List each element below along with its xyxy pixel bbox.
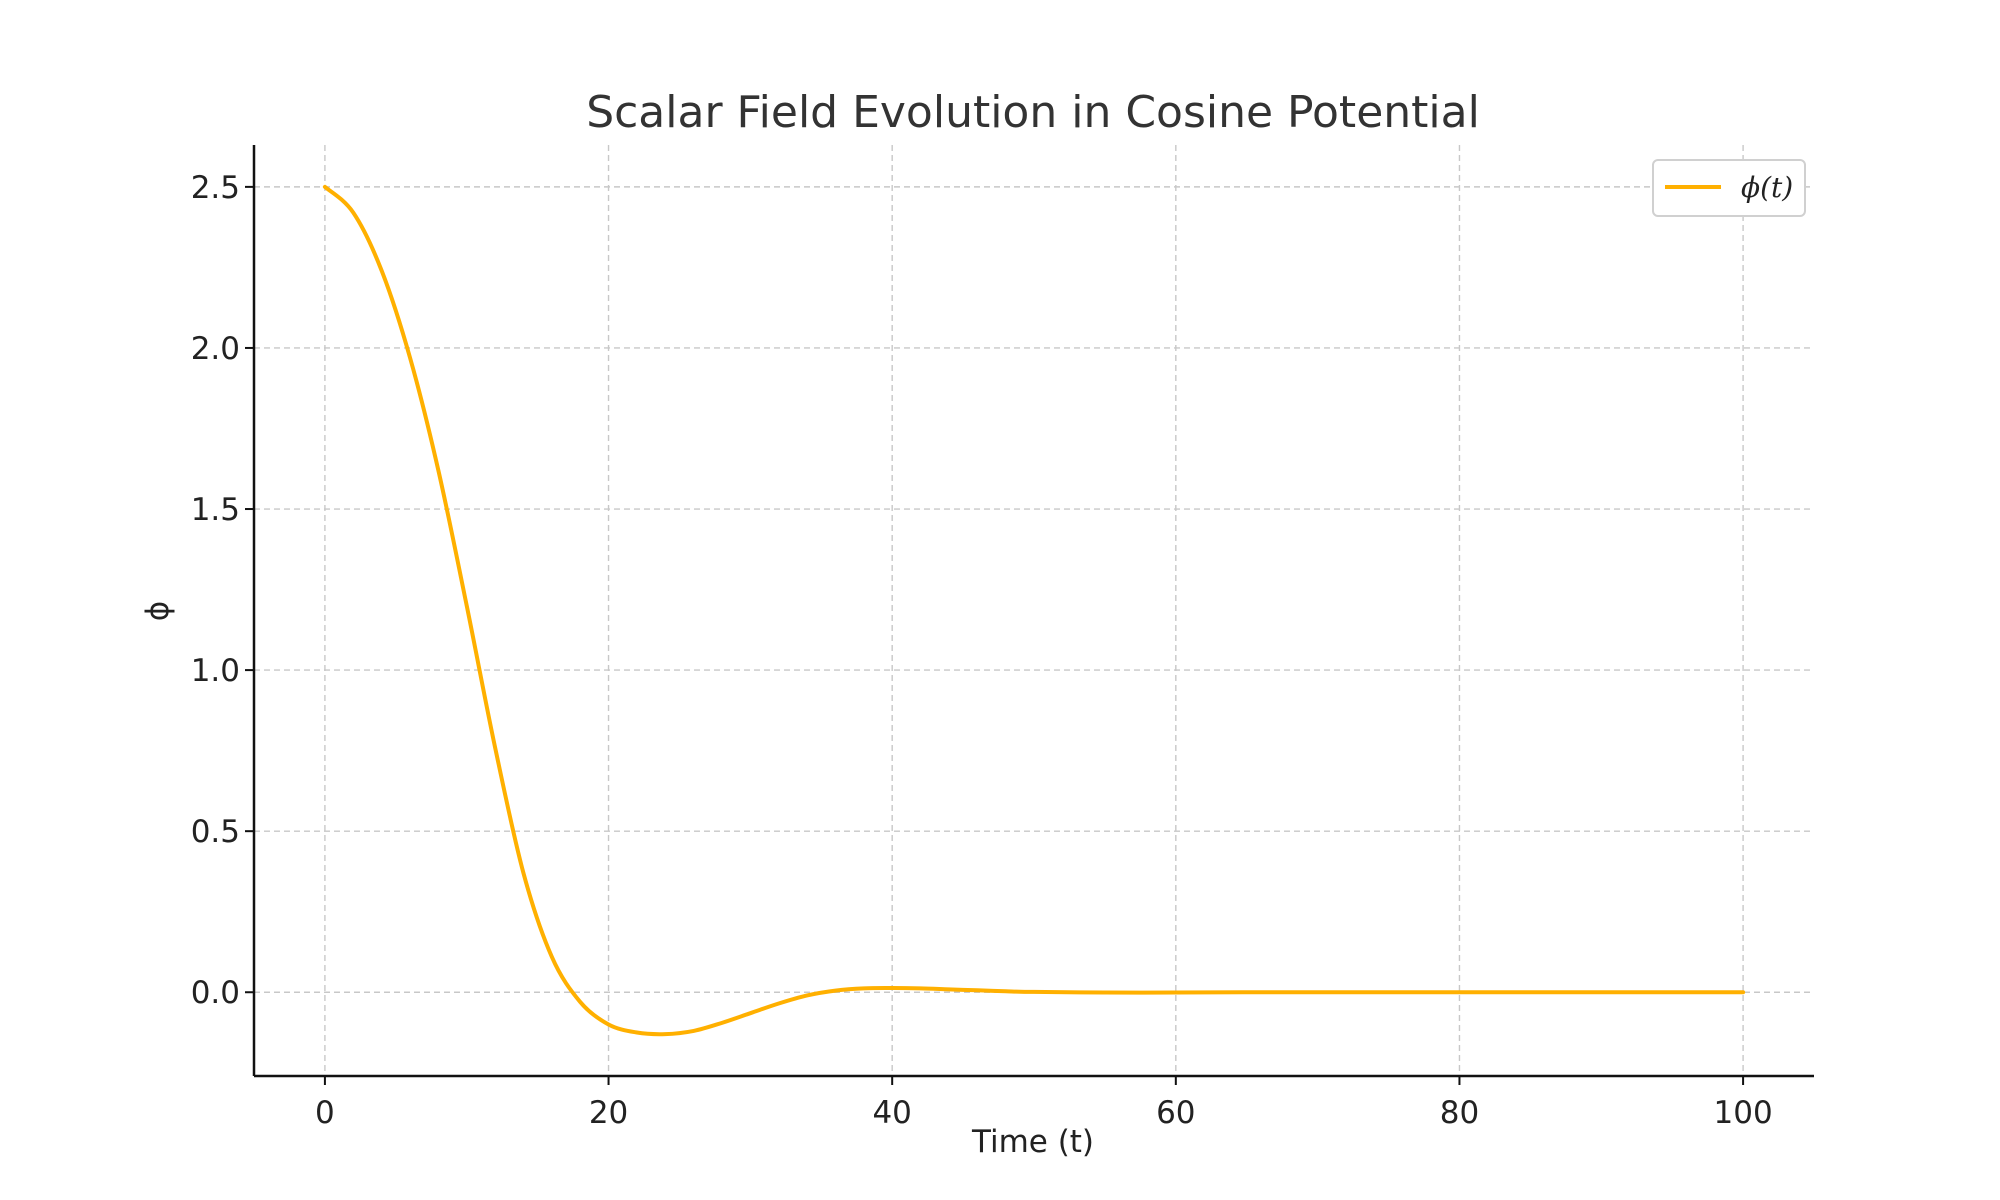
y-tick-label: 2.5 bbox=[191, 170, 240, 206]
axes bbox=[252, 145, 1814, 1078]
legend-label: ϕ(t) bbox=[1741, 171, 1793, 204]
y-axis-label: ϕ bbox=[140, 601, 176, 621]
chart-title: Scalar Field Evolution in Cosine Potenti… bbox=[586, 87, 1480, 138]
x-axis-label: Time (t) bbox=[971, 1124, 1094, 1160]
y-tick-label: 2.0 bbox=[191, 331, 240, 367]
legend-box bbox=[1652, 159, 1806, 217]
x-tick-label: 100 bbox=[1714, 1095, 1773, 1131]
x-tick-label: 0 bbox=[315, 1095, 335, 1131]
y-tick-label: 1.0 bbox=[191, 653, 240, 689]
x-tick-label: 20 bbox=[589, 1095, 628, 1131]
series-line bbox=[322, 184, 1746, 1037]
x-tick-label: 40 bbox=[872, 1095, 911, 1131]
y-tick-label: 1.5 bbox=[191, 492, 240, 528]
x-tick-label: 80 bbox=[1440, 1095, 1479, 1131]
y-tick-label: 0.0 bbox=[191, 975, 240, 1011]
ticks: 0 20 40 60 80 100 0.0 0.5 1.0 1.5 2.0 2.5 bbox=[191, 170, 1773, 1131]
x-tick-label: 60 bbox=[1156, 1095, 1195, 1131]
legend: ϕ(t) bbox=[1652, 159, 1806, 217]
y-tick-label: 0.5 bbox=[191, 814, 240, 850]
grid bbox=[254, 145, 1814, 1076]
plot-area bbox=[322, 184, 1746, 1037]
